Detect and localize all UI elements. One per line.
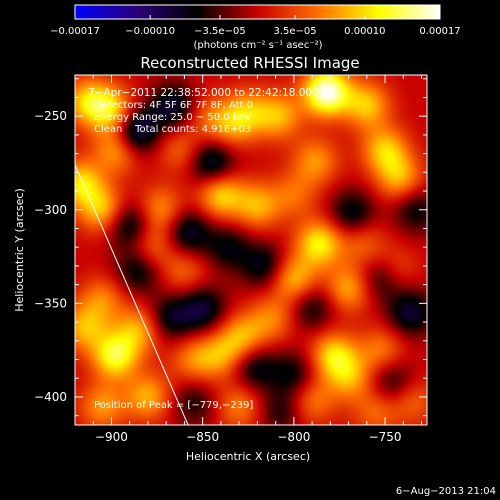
y-tick-label: −350 <box>34 296 67 310</box>
y-axis-label: Heliocentric Y (arcsec) <box>13 188 26 312</box>
chart-title: Reconstructed RHESSI Image <box>140 54 359 72</box>
annotation-clean-counts: Clean Total counts: 4.91E+03 <box>94 124 251 135</box>
y-tick-label: −400 <box>34 390 67 404</box>
axis-ticks: −900 −850 −800 −750 −250 −300 −350 −400 <box>34 75 427 444</box>
colorbar-strip <box>74 4 441 20</box>
colorbar-units: (photons cm⁻² s⁻¹ asec⁻²) <box>193 40 322 51</box>
x-axis-label: Heliocentric X (arcsec) <box>186 450 310 463</box>
heatmap-image <box>75 75 427 425</box>
annotation-detectors: Detectors: 4F 5F 6F 7F 8F, Att 0 <box>94 100 253 111</box>
colorbar-tick-label: 3.5e−05 <box>273 26 316 37</box>
y-tick-label: −250 <box>34 109 67 123</box>
peak-position-label: Position of Peak = [−779,−239] <box>94 400 253 411</box>
x-tick-label: −800 <box>277 430 310 444</box>
colorbar-tick-label: 0.00017 <box>419 26 460 37</box>
colorbar-ticks: −0.00017 −0.00010 −3.5e−05 3.5e−05 0.00010 0.… <box>50 15 461 37</box>
colorbar-tick-label: −0.00017 <box>50 26 100 37</box>
x-tick-label: −850 <box>186 430 219 444</box>
x-tick-label: −900 <box>95 430 128 444</box>
annotation-energy: Energy Range: 25.0 − 50.0 keV <box>94 112 251 123</box>
colorbar: −0.00017 −0.00010 −3.5e−05 3.5e−05 0.00010 0.… <box>50 4 461 51</box>
colorbar-tick-label: −0.00010 <box>125 26 175 37</box>
y-tick-label: −300 <box>34 203 67 217</box>
generation-timestamp: 6−Aug−2013 21:04 <box>396 486 496 497</box>
plot-area: −900 −850 −800 −750 −250 −300 −350 −400 <box>34 74 428 444</box>
plot-frame <box>74 74 428 426</box>
info-annotations: 7−Apr−2011 22:38:52.000 to 22:42:18.000 … <box>88 87 319 411</box>
annotation-time: 7−Apr−2011 22:38:52.000 to 22:42:18.000 <box>88 87 319 99</box>
x-tick-label: −750 <box>369 430 402 444</box>
limb-line <box>74 164 189 426</box>
colorbar-tick-label: 0.00010 <box>344 26 385 37</box>
colorbar-tick-label: −3.5e−05 <box>194 26 246 37</box>
